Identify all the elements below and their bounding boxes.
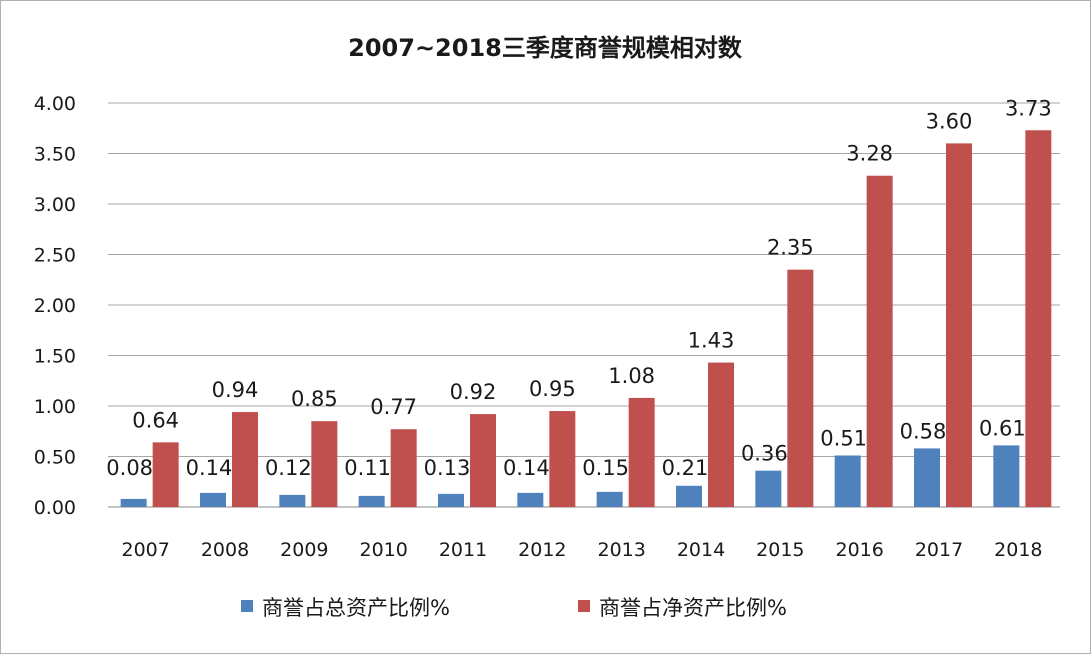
x-tick-label-2017: 2017: [915, 539, 963, 561]
x-tick-label-2013: 2013: [597, 539, 645, 561]
data-label-total-assets-2017: 0.58: [900, 419, 947, 443]
x-tick-label-2007: 2007: [121, 539, 169, 561]
bar-net-assets-2011: [470, 414, 496, 507]
bar-net-assets-2013: [628, 397, 655, 507]
y-tick-label: 4.00: [34, 93, 76, 115]
data-label-total-assets-2008: 0.14: [186, 456, 233, 480]
bar-net-assets-2008: [232, 412, 258, 507]
data-label-net-assets-2014: 1.43: [688, 329, 735, 353]
data-label-net-assets-2016: 3.28: [846, 142, 893, 166]
y-tick-label: 3.50: [34, 144, 76, 166]
data-label-net-assets-2018: 3.73: [1005, 96, 1052, 120]
x-tick-label-2008: 2008: [201, 539, 249, 561]
data-label-net-assets-2012: 0.95: [529, 377, 576, 401]
bar-total-assets-2017: [914, 448, 940, 507]
data-labels: 0.08 0.64 0.14 0.94 0.12 0.85 0.11 0.77 0.13 0.92…: [106, 96, 1051, 480]
x-tick-label-2010: 2010: [359, 539, 407, 561]
data-label-total-assets-2012: 0.14: [503, 456, 550, 480]
data-label-total-assets-2009: 0.12: [265, 456, 312, 480]
x-tick-label-2011: 2011: [439, 539, 487, 561]
bar-net-assets-2012: [549, 411, 576, 507]
y-tick-label: 0.00: [34, 497, 76, 519]
data-label-total-assets-2007: 0.08: [106, 456, 153, 480]
bar-net-assets-2014: [708, 362, 734, 507]
data-label-total-assets-2013: 0.15: [582, 456, 629, 480]
bar-net-assets-2018: [1025, 130, 1052, 507]
bar-total-assets-2007: [120, 498, 147, 507]
data-label-total-assets-2018: 0.61: [979, 416, 1026, 440]
x-axis-labels: 2007 2008 2009 2010 2011 2012 2013 2014 2015 2016…: [121, 539, 1042, 561]
y-tick-label: 2.00: [34, 295, 76, 317]
y-tick-label: 3.00: [34, 194, 76, 216]
data-label-total-assets-2015: 0.36: [741, 442, 788, 466]
data-label-total-assets-2010: 0.11: [344, 456, 391, 480]
y-tick-label: 1.00: [34, 396, 76, 418]
data-label-total-assets-2011: 0.13: [424, 456, 471, 480]
data-label-net-assets-2007: 0.64: [132, 408, 179, 432]
legend-swatch-net-assets: [578, 600, 590, 612]
bar-net-assets-2017: [946, 143, 972, 507]
bar-total-assets-2010: [358, 495, 385, 507]
data-label-net-assets-2015: 2.35: [767, 236, 814, 260]
bar-net-assets-2010: [390, 429, 417, 507]
bar-total-assets-2012: [517, 492, 544, 507]
x-tick-label-2018: 2018: [994, 539, 1042, 561]
legend: 商誉占总资产比例% 商誉占净资产比例%: [241, 596, 787, 620]
bar-net-assets-2015: [787, 269, 814, 507]
bar-total-assets-2013: [596, 491, 623, 507]
data-label-net-assets-2011: 0.92: [450, 380, 497, 404]
bars: [120, 130, 1052, 507]
legend-label-total-assets: 商誉占总资产比例%: [262, 596, 450, 620]
bar-net-assets-2007: [152, 442, 179, 507]
legend-label-net-assets: 商誉占净资产比例%: [599, 596, 787, 620]
y-axis-labels: 0.00 0.50 1.00 1.50 2.00 2.50 3.00 3.50 4.00: [34, 93, 76, 519]
legend-swatch-total-assets: [241, 600, 253, 612]
bar-total-assets-2018: [993, 445, 1020, 507]
y-tick-label: 2.50: [34, 245, 76, 267]
y-tick-label: 1.50: [34, 346, 76, 368]
bar-net-assets-2016: [866, 175, 893, 507]
data-label-net-assets-2009: 0.85: [291, 387, 338, 411]
x-tick-label-2012: 2012: [518, 539, 566, 561]
chart-title: 2007~2018三季度商誉规模相对数: [348, 34, 743, 62]
bar-total-assets-2016: [834, 455, 861, 507]
data-label-net-assets-2013: 1.08: [608, 364, 655, 388]
bar-net-assets-2009: [311, 421, 338, 507]
data-label-net-assets-2008: 0.94: [212, 378, 259, 402]
bar-total-assets-2008: [200, 492, 226, 507]
data-label-total-assets-2014: 0.21: [662, 456, 709, 480]
bar-total-assets-2011: [438, 493, 464, 507]
bar-total-assets-2009: [279, 494, 306, 507]
bar-total-assets-2015: [755, 470, 782, 507]
y-tick-label: 0.50: [34, 447, 76, 469]
bar-total-assets-2014: [676, 485, 702, 507]
x-tick-label-2016: 2016: [835, 539, 883, 561]
data-label-total-assets-2016: 0.51: [820, 426, 867, 450]
data-label-net-assets-2017: 3.60: [926, 109, 973, 133]
x-tick-label-2015: 2015: [756, 539, 804, 561]
x-tick-label-2014: 2014: [677, 539, 725, 561]
grid-lines: [108, 102, 1060, 508]
data-label-net-assets-2010: 0.77: [370, 395, 417, 419]
x-tick-label-2009: 2009: [280, 539, 328, 561]
